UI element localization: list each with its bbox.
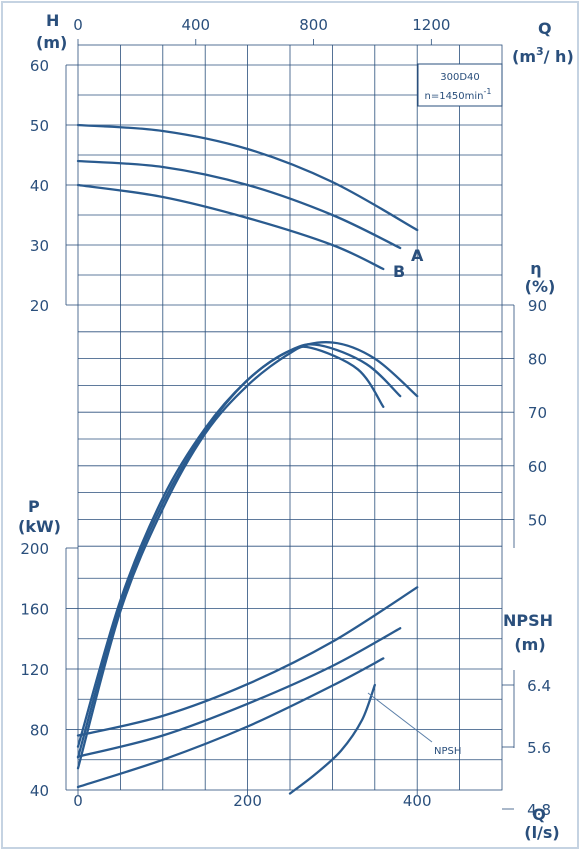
head-tick-label: 30 xyxy=(30,237,49,255)
power-tick-label: 40 xyxy=(30,782,49,800)
q-bottom-axis-unit: (l/s) xyxy=(524,823,559,842)
q-bottom-axis-title: Q xyxy=(532,805,546,824)
q-top-axis-unit: (m3/ h) xyxy=(512,45,574,66)
model-name: 300D40 xyxy=(440,72,480,83)
power-axis-unit: (kW) xyxy=(18,517,61,536)
curve-b-label: B xyxy=(393,262,405,281)
q-top-tick-label: 0 xyxy=(73,16,83,34)
efficiency-tick-label: 90 xyxy=(528,297,547,315)
q-top-tick-label: 800 xyxy=(299,16,328,34)
q-top-tick-label: 400 xyxy=(181,16,210,34)
q-bottom-tick-label: 200 xyxy=(233,792,262,810)
head-curve xyxy=(76,123,419,232)
efficiency-tick-label: 80 xyxy=(528,351,547,369)
grid xyxy=(77,44,503,791)
efficiency-tick-label: 50 xyxy=(528,511,547,529)
npsh-tick-label: 4.8 xyxy=(527,801,551,819)
q-bottom-tick-label: 0 xyxy=(73,792,83,810)
head-tick-label: 20 xyxy=(30,297,49,315)
head-curve xyxy=(76,183,385,271)
power-curve xyxy=(76,627,402,758)
npsh-axis-title: NPSH xyxy=(503,611,553,630)
q-top-tick-label: 1200 xyxy=(412,16,450,34)
npsh-tick-label: 6.4 xyxy=(527,677,551,695)
curves xyxy=(76,123,419,795)
efficiency-tick-label: 70 xyxy=(528,404,547,422)
efficiency-curve xyxy=(76,345,385,770)
power-tick-label: 200 xyxy=(20,540,49,558)
efficiency-tick-label: 60 xyxy=(528,458,547,476)
npsh-leader-line xyxy=(367,692,433,743)
head-tick-label: 40 xyxy=(30,177,49,195)
axes xyxy=(65,39,515,810)
power-axis-title: P xyxy=(28,497,40,516)
curve-a-label: A xyxy=(411,246,424,265)
eff-axis-unit: (%) xyxy=(525,277,556,296)
power-tick-label: 120 xyxy=(20,661,49,679)
power-tick-label: 80 xyxy=(30,722,49,740)
npsh-curve-label: NPSH xyxy=(434,746,461,757)
power-tick-label: 160 xyxy=(20,601,49,619)
q-top-axis-title: Q xyxy=(538,19,552,38)
head-tick-label: 50 xyxy=(30,117,49,135)
npsh-curve xyxy=(288,683,376,795)
head-axis-title: H xyxy=(46,11,59,30)
power-curve xyxy=(76,657,385,789)
head-curve xyxy=(76,159,402,250)
eff-axis-title: η xyxy=(530,259,541,278)
head-tick-label: 60 xyxy=(30,57,49,75)
power-curve xyxy=(76,586,419,737)
efficiency-curve xyxy=(76,343,402,759)
model-speed: n=1450min-1 xyxy=(424,87,491,102)
q-bottom-tick-label: 400 xyxy=(403,792,432,810)
npsh-axis-unit: (m) xyxy=(514,635,545,654)
tick-labels: 0 400 800 1200 0 200 400 20 30 40 50 60 40 80 120 160 20… xyxy=(20,16,551,819)
model-box xyxy=(417,63,503,107)
head-axis-unit: (m) xyxy=(36,33,67,52)
npsh-tick-label: 5.6 xyxy=(527,739,551,757)
